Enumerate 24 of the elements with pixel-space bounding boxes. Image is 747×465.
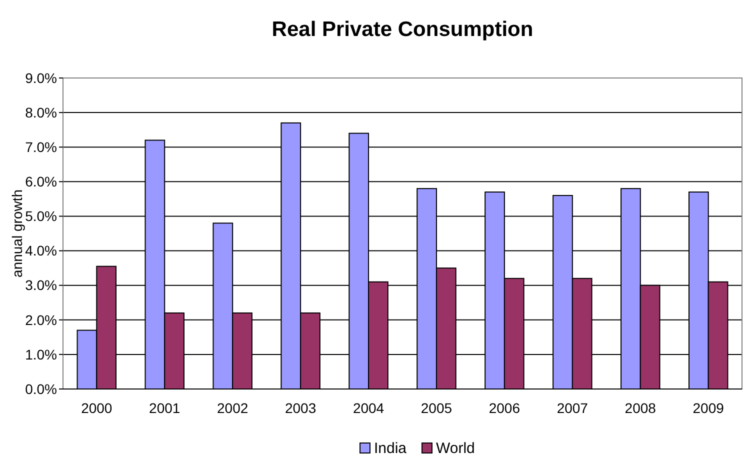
y-tick-label: 9.0% bbox=[25, 70, 57, 86]
x-tick-label: 2003 bbox=[284, 400, 316, 416]
x-tick-label: 2001 bbox=[149, 400, 180, 416]
chart-title: Real Private Consumption bbox=[272, 18, 534, 41]
y-axis-title: annual growth bbox=[9, 190, 25, 278]
x-tick-label: 2000 bbox=[81, 400, 112, 416]
x-tick-label: 2009 bbox=[692, 400, 724, 416]
y-tick-label: 7.0% bbox=[25, 139, 57, 156]
y-tick-label: 0.0% bbox=[25, 380, 57, 397]
y-tick-label: 1.0% bbox=[25, 346, 57, 362]
x-tick-label: 2007 bbox=[556, 400, 588, 416]
x-tick-label: 2008 bbox=[624, 400, 656, 416]
legend-label: World bbox=[436, 440, 475, 457]
y-tick-label: 3.0% bbox=[25, 277, 57, 294]
y-tick-label: 5.0% bbox=[25, 208, 57, 224]
x-tick-label: 2004 bbox=[352, 400, 384, 416]
y-tick-label: 8.0% bbox=[25, 104, 57, 120]
x-tick-label: 2006 bbox=[488, 400, 520, 416]
y-tick-label: 4.0% bbox=[25, 242, 57, 259]
y-tick-label: 2.0% bbox=[25, 312, 57, 328]
x-tick-label: 2005 bbox=[420, 400, 452, 416]
y-tick-label: 6.0% bbox=[25, 174, 57, 190]
legend-label: India bbox=[374, 440, 408, 457]
x-tick-label: 2002 bbox=[217, 400, 248, 416]
